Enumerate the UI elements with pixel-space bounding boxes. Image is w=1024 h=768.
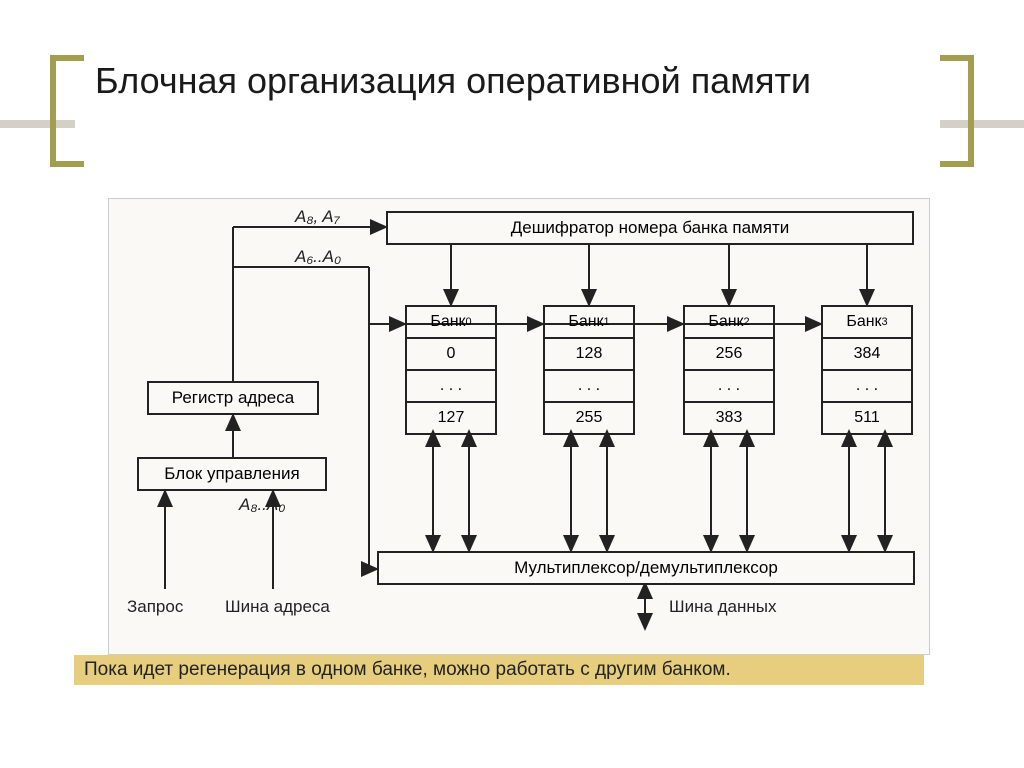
- diagram-wires: [109, 199, 929, 654]
- label-request: Запрос: [127, 597, 183, 617]
- mux-demux-box: Мультиплексор/демультиплексор: [377, 551, 915, 585]
- title-bracket-left-icon: [50, 55, 84, 167]
- label-addr-bus: Шина адреса: [225, 597, 330, 617]
- footer-note: Пока идет регенерация в одном банке, мож…: [74, 655, 924, 685]
- memory-bank-3: Банк3384. . .511: [821, 305, 913, 435]
- label-a6-a0: A₆..A₀: [295, 247, 341, 267]
- bank-header: Банк1: [543, 305, 635, 339]
- bank-cell: . . .: [821, 371, 913, 403]
- label-a8-a7: A₈, A₇: [295, 207, 340, 227]
- control-block-box: Блок управления: [137, 457, 327, 491]
- bank-cell: 128: [543, 339, 635, 371]
- bank-cell: 383: [683, 403, 775, 435]
- bank-cell: 256: [683, 339, 775, 371]
- memory-bank-0: Банк00. . .127: [405, 305, 497, 435]
- bank-cell: 255: [543, 403, 635, 435]
- bank-cell: . . .: [683, 371, 775, 403]
- bank-cell: 0: [405, 339, 497, 371]
- bank-cell: 127: [405, 403, 497, 435]
- decoder-box: Дешифратор номера банка памяти: [386, 211, 914, 245]
- slide: Блочная организация оперативной памяти: [0, 0, 1024, 768]
- bank-cell: 384: [821, 339, 913, 371]
- bank-cell: . . .: [405, 371, 497, 403]
- bank-cell: 511: [821, 403, 913, 435]
- memory-bank-2: Банк2256. . .383: [683, 305, 775, 435]
- label-data-bus: Шина данных: [669, 597, 777, 617]
- title-bracket-right-icon: [940, 55, 974, 167]
- memory-diagram: A₈, A₇ A₆..A₀ A₈..A₀ Запрос Шина адреса …: [108, 198, 930, 655]
- memory-bank-1: Банк1128. . .255: [543, 305, 635, 435]
- bank-cell: . . .: [543, 371, 635, 403]
- page-title: Блочная организация оперативной памяти: [95, 58, 811, 103]
- label-a8-a0: A₈..A₀: [239, 495, 285, 515]
- bank-header: Банк2: [683, 305, 775, 339]
- bank-header: Банк0: [405, 305, 497, 339]
- bank-header: Банк3: [821, 305, 913, 339]
- address-register-box: Регистр адреса: [147, 381, 319, 415]
